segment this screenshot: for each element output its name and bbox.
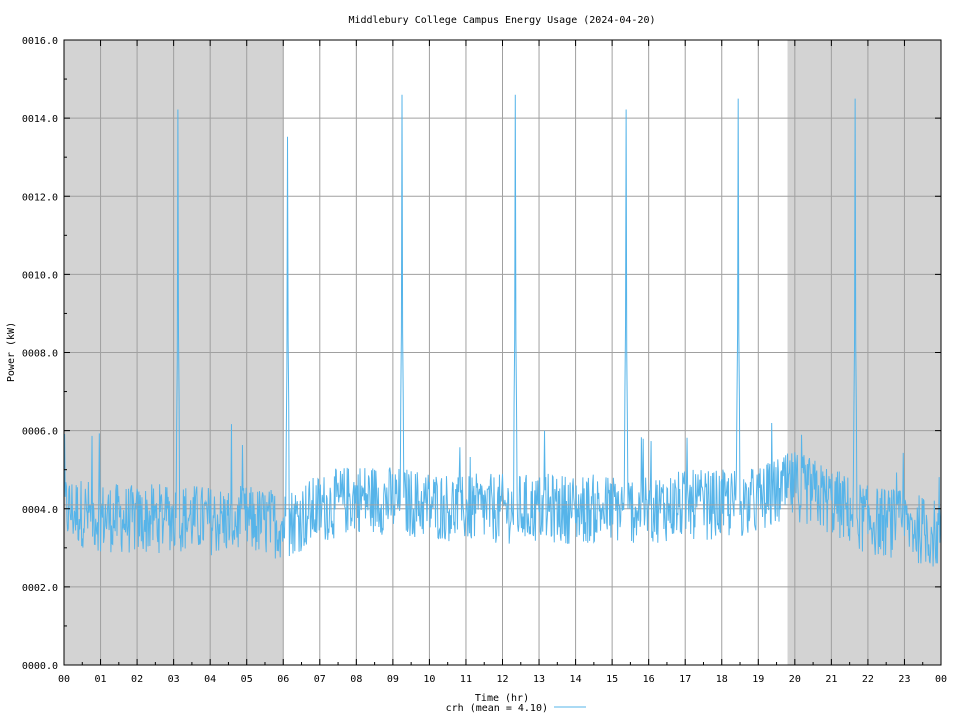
x-tick-label-8: 08 bbox=[350, 674, 362, 685]
x-tick-label-11: 11 bbox=[460, 674, 472, 685]
y-tick-label-3: 0006.0 bbox=[22, 427, 58, 438]
y-tick-label-0: 0000.0 bbox=[22, 661, 58, 672]
x-tick-label-21: 21 bbox=[825, 674, 837, 685]
x-tick-label-0: 00 bbox=[58, 674, 70, 685]
x-tick-label-1: 01 bbox=[95, 674, 107, 685]
x-tick-label-17: 17 bbox=[679, 674, 691, 685]
series-line-crh bbox=[63, 94, 942, 567]
x-axis-label: Time (hr) bbox=[475, 693, 529, 704]
y-tick-label-8: 0016.0 bbox=[22, 36, 58, 47]
y-tick-label-6: 0012.0 bbox=[22, 192, 58, 203]
x-tick-label-24: 00 bbox=[935, 674, 947, 685]
x-tick-label-5: 05 bbox=[241, 674, 253, 685]
grid-layer bbox=[64, 40, 941, 665]
x-tick-label-16: 16 bbox=[643, 674, 655, 685]
x-tick-label-13: 13 bbox=[533, 674, 545, 685]
chart-title: Middlebury College Campus Energy Usage (… bbox=[348, 15, 655, 26]
x-tick-label-23: 23 bbox=[898, 674, 910, 685]
x-tick-label-10: 10 bbox=[423, 674, 435, 685]
x-tick-label-4: 04 bbox=[204, 674, 216, 685]
x-tick-label-19: 19 bbox=[752, 674, 764, 685]
legend-entry-label: crh (mean = 4.10) bbox=[446, 703, 548, 714]
x-tick-label-20: 20 bbox=[789, 674, 801, 685]
x-tick-label-3: 03 bbox=[168, 674, 180, 685]
x-tick-label-12: 12 bbox=[496, 674, 508, 685]
x-tick-label-14: 14 bbox=[570, 674, 582, 685]
x-tick-label-7: 07 bbox=[314, 674, 326, 685]
x-tick-label-18: 18 bbox=[716, 674, 728, 685]
x-tick-label-6: 06 bbox=[277, 674, 289, 685]
y-tick-label-7: 0014.0 bbox=[22, 114, 58, 125]
legend: crh (mean = 4.10) bbox=[446, 703, 586, 714]
y-tick-label-1: 0002.0 bbox=[22, 583, 58, 594]
ticks-layer: 00 01 02 03 04 05 06 07 08 09 10 11 12 13 14 15 16 17 18 19… bbox=[22, 36, 947, 685]
y-axis-label: Power (kW) bbox=[6, 322, 17, 382]
series-layer bbox=[63, 94, 942, 567]
y-tick-label-4: 0008.0 bbox=[22, 349, 58, 360]
x-tick-label-9: 09 bbox=[387, 674, 399, 685]
x-tick-label-22: 22 bbox=[862, 674, 874, 685]
x-tick-label-2: 02 bbox=[131, 674, 143, 685]
y-tick-label-5: 0010.0 bbox=[22, 270, 58, 281]
x-tick-label-15: 15 bbox=[606, 674, 618, 685]
y-tick-label-2: 0004.0 bbox=[22, 505, 58, 516]
